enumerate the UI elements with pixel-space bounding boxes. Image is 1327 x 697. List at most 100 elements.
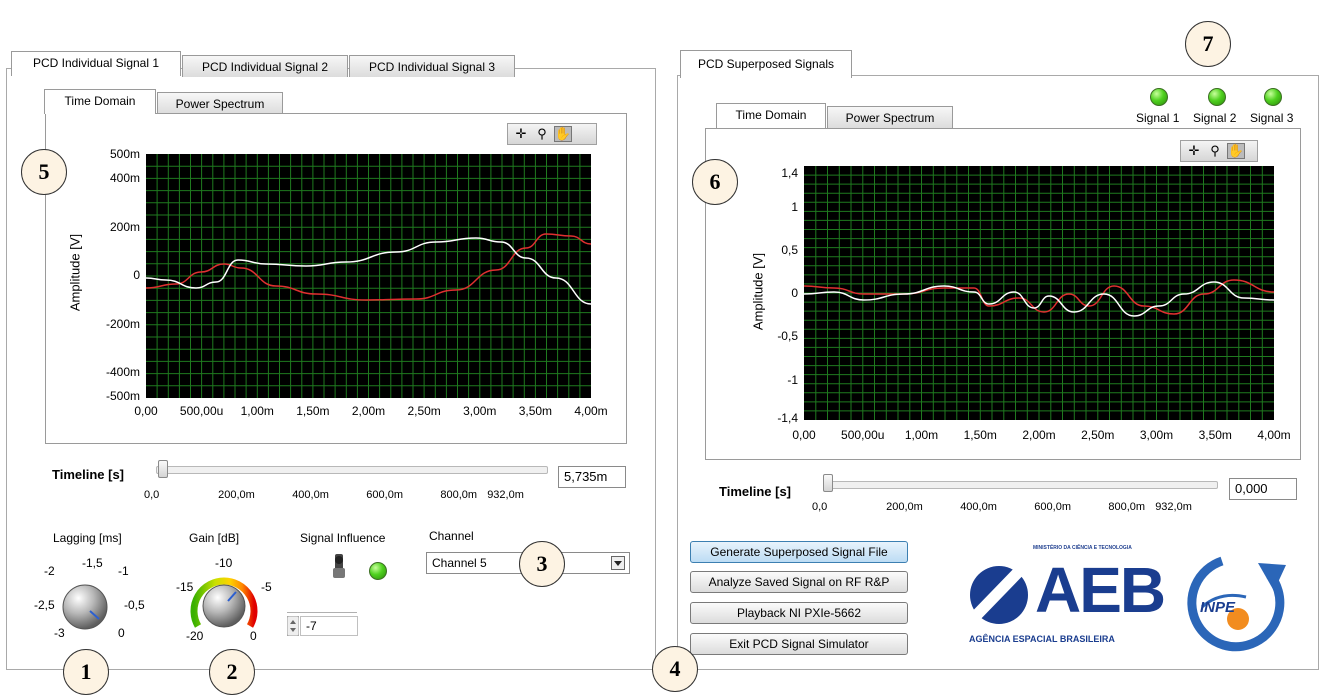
aeb-name: AEB [1035, 554, 1166, 626]
subtab-power-spectrum-left[interactable]: Power Spectrum [157, 92, 283, 114]
crosshair-icon[interactable]: ✛ [1188, 143, 1200, 158]
right-y-tick: -1 [787, 373, 798, 387]
x-tick: 1,50m [963, 428, 997, 442]
left-y-tick: 400m [109, 171, 140, 185]
signal-1-led [1150, 88, 1168, 106]
x-tick: 500,00u [841, 428, 885, 442]
lagging-scale: -1,5 [82, 556, 103, 570]
timeline-tick: 400,0m [960, 501, 997, 513]
right-y-tick: -1,4 [777, 411, 798, 425]
exit-simulator-button[interactable]: Exit PCD Signal Simulator [690, 633, 908, 655]
subtab-time-domain-right[interactable]: Time Domain [716, 103, 826, 128]
x-tick: 1,00m [240, 404, 274, 418]
toggle-switch-icon[interactable] [330, 552, 348, 582]
channel-label: Channel [429, 529, 474, 543]
signal-influence-led [369, 562, 387, 580]
right-y-tick: 0 [791, 286, 798, 300]
lagging-scale: -2 [44, 564, 55, 578]
tab-individual-signal-3[interactable]: PCD Individual Signal 3 [349, 55, 515, 77]
lagging-scale: -0,5 [124, 598, 145, 612]
playback-pxie-button[interactable]: Playback NI PXIe-5662 [690, 602, 908, 624]
left-y-tick: 200m [109, 220, 140, 234]
x-tick: 2,00m [1022, 428, 1056, 442]
stepper-icon[interactable] [287, 616, 299, 636]
x-tick: 3,00m [463, 404, 497, 418]
signal-trace-red [146, 233, 591, 301]
x-tick: 2,00m [351, 404, 386, 418]
subtab-time-domain-left[interactable]: Time Domain [44, 89, 156, 114]
analyze-saved-signal-button[interactable]: Analyze Saved Signal on RF R&P [690, 571, 908, 593]
callout-5: 5 [21, 149, 67, 195]
x-tick: 1,00m [904, 428, 939, 442]
right-y-tick: 1 [791, 200, 798, 214]
left-plot-area [146, 154, 591, 398]
right-timeline-track[interactable] [824, 481, 1218, 489]
hand-icon[interactable]: ✋ [554, 126, 572, 142]
gain-scale: -5 [261, 580, 272, 594]
gain-scale: -15 [176, 580, 194, 594]
right-graph-palette: ✛ ⚲ ✋ [1180, 140, 1258, 162]
left-timeline-track[interactable] [156, 466, 548, 474]
x-tick: 2,50m [1081, 428, 1115, 442]
timeline-tick: 0,0 [812, 501, 828, 513]
right-timeline-thumb[interactable] [823, 474, 833, 492]
x-tick: 0,00 [134, 404, 158, 418]
callout-7: 7 [1185, 21, 1231, 67]
signal-3-label: Signal 3 [1250, 111, 1294, 125]
gain-knob[interactable] [186, 568, 262, 634]
aeb-emblem-icon [959, 563, 1035, 625]
left-timeline-value[interactable]: 5,735m [558, 466, 626, 488]
x-tick: 2,50m [407, 404, 441, 418]
callout-2: 2 [209, 649, 255, 695]
tab-individual-signal-2[interactable]: PCD Individual Signal 2 [182, 55, 348, 77]
lagging-knob[interactable] [60, 582, 110, 632]
left-y-axis-label: Amplitude [V] [67, 233, 83, 312]
signal-2-led [1208, 88, 1226, 106]
left-timeline-thumb[interactable] [158, 460, 168, 478]
gain-scale: -20 [186, 629, 204, 643]
left-y-tick: 500m [109, 147, 140, 161]
inpe-name: INPE [1200, 599, 1236, 616]
signal-influence-value[interactable]: -7 [300, 616, 358, 636]
callout-4: 4 [652, 646, 698, 692]
aeb-subtitle: AGÊNCIA ESPACIAL BRASILEIRA [969, 634, 1115, 644]
zoom-icon[interactable]: ⚲ [537, 126, 547, 141]
timeline-tick: 400,0m [292, 489, 329, 501]
timeline-tick: 200,0m [218, 489, 255, 501]
left-y-tick: -200m [105, 317, 140, 331]
tab-individual-signal-1[interactable]: PCD Individual Signal 1 [11, 51, 181, 76]
timeline-tick: 932,0m [1155, 501, 1192, 513]
gain-label: Gain [dB] [189, 531, 240, 545]
signal-influence-slider[interactable] [287, 612, 357, 619]
timeline-tick: 932,0m [487, 489, 524, 501]
zoom-icon[interactable]: ⚲ [1210, 143, 1220, 158]
timeline-tick: 200,0m [886, 501, 923, 513]
timeline-tick: 0,0 [144, 489, 160, 501]
lagging-scale: -2,5 [34, 598, 55, 612]
signal-1-label: Signal 1 [1136, 111, 1180, 125]
signal-2-label: Signal 2 [1193, 111, 1237, 125]
x-tick: 1,50m [296, 404, 330, 418]
right-timeline-value[interactable]: 0,000 [1229, 478, 1297, 500]
aeb-logo: MINISTÉRIO DA CIÊNCIA E TECNOLOGIA AEB A… [955, 545, 1166, 655]
generate-superposed-button[interactable]: Generate Superposed Signal File [690, 541, 908, 563]
x-tick: 4,00m [1257, 428, 1291, 442]
hand-icon[interactable]: ✋ [1227, 143, 1245, 159]
tab-superposed-signals[interactable]: PCD Superposed Signals [680, 50, 852, 78]
subtab-power-spectrum-right[interactable]: Power Spectrum [827, 106, 953, 128]
dropdown-arrow-icon[interactable] [611, 556, 625, 570]
left-graph-palette: ✛ ⚲ ✋ [507, 123, 597, 145]
crosshair-icon[interactable]: ✛ [515, 126, 527, 141]
left-y-tick: -500m [105, 389, 140, 403]
right-plot-area [804, 166, 1274, 420]
lagging-scale: -1 [118, 564, 129, 578]
superposed-trace-white [804, 281, 1274, 317]
x-tick: 0,00 [792, 428, 816, 442]
gain-scale: -10 [215, 556, 233, 570]
lagging-scale: -3 [54, 626, 65, 640]
timeline-tick: 800,0m [1108, 501, 1146, 513]
x-tick: 3,50m [518, 404, 553, 418]
lagging-label: Lagging [ms] [53, 531, 122, 545]
channel-selected-value: Channel 5 [432, 556, 487, 570]
x-tick: 3,00m [1139, 428, 1174, 442]
